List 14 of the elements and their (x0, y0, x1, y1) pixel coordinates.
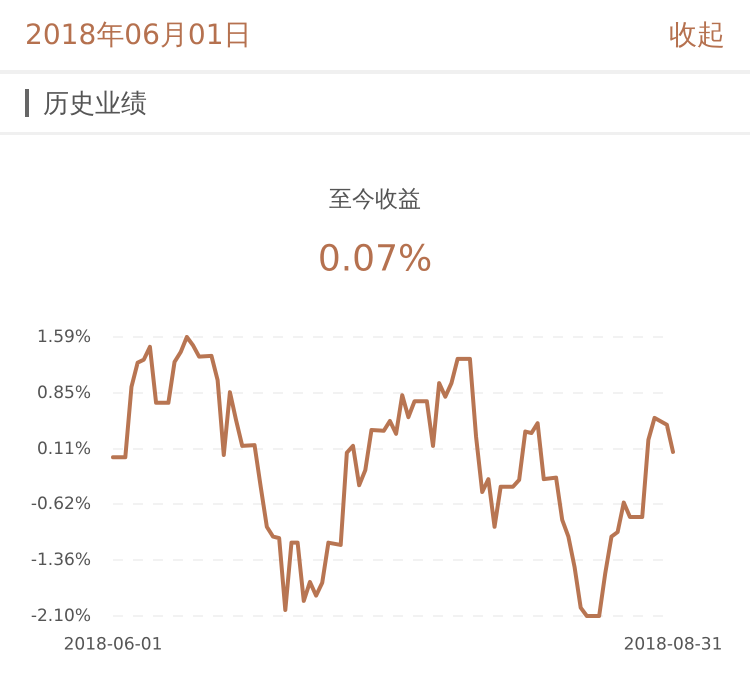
y-tick-label: -2.10% (30, 606, 91, 626)
text: 收起 (669, 17, 725, 53)
y-tick-label: -0.62% (30, 494, 91, 514)
y-tick-label: 0.11% (36, 438, 91, 459)
line-series (111, 335, 675, 618)
x-tick-label: 2018-06-01 (64, 634, 162, 654)
y-tick-label: 0.85% (36, 382, 91, 403)
text: 历史业绩 (43, 88, 147, 120)
y-tick-label: -1.36% (30, 550, 91, 570)
text: 2018年06月01日 (25, 17, 252, 53)
y-tick-label: 1.59% (36, 327, 91, 347)
chart-title: 至今收益 (329, 186, 421, 212)
x-tick-label: 2018-08-31 (624, 634, 722, 654)
chart-subtitle: 0.07% (318, 238, 432, 280)
